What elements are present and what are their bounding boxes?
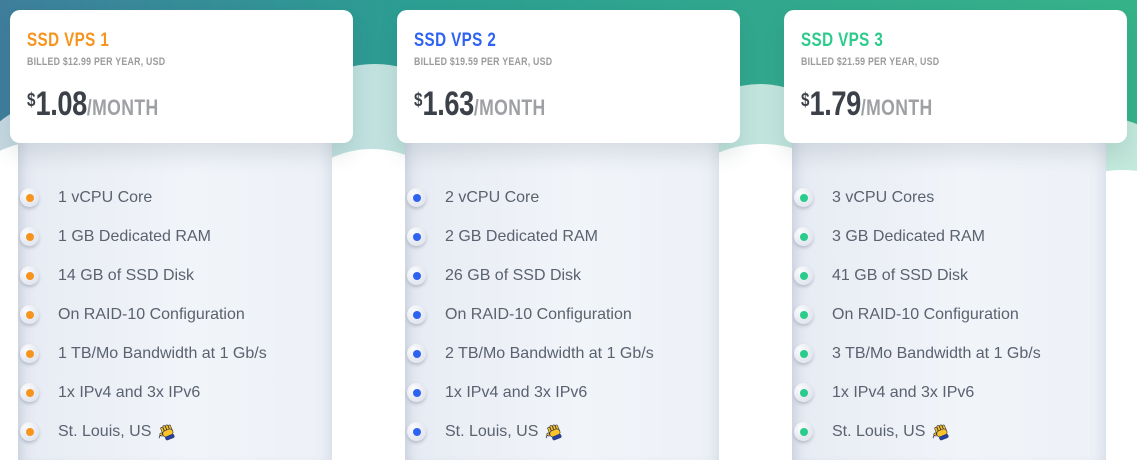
feature-row: 1 TB/Mo Bandwidth at 1 Gb/s: [20, 334, 332, 373]
feature-text: 3 TB/Mo Bandwidth at 1 Gb/s: [832, 344, 1041, 362]
feature-row: 2 GB Dedicated RAM: [407, 217, 719, 256]
plan-name: SSD VPS 2: [414, 30, 497, 51]
feature-row: 26 GB of SSD Disk: [407, 256, 719, 295]
bullet-icon: [794, 188, 813, 207]
feature-text: On RAID-10 Configuration: [445, 305, 632, 323]
bullet-icon: [794, 305, 813, 324]
bullet-icon: [794, 383, 813, 402]
feature-row: On RAID-10 Configuration: [407, 295, 719, 334]
bullet-icon: [20, 344, 39, 363]
feature-text: 3 GB Dedicated RAM: [832, 227, 985, 245]
price-amount: 1.63: [422, 84, 474, 123]
feature-text: 1x IPv4 and 3x IPv6: [832, 383, 975, 401]
plan-card-ssd-vps-2[interactable]: SSD VPS 2 BILLED $19.59 PER YEAR, USD $1…: [397, 10, 740, 143]
bullet-icon: [407, 305, 426, 324]
price-amount: 1.79: [809, 84, 861, 123]
feature-list: 2 vCPU Core 2 GB Dedicated RAM 26 GB of …: [405, 140, 719, 451]
bullet-icon: [407, 422, 426, 441]
currency-symbol: $: [801, 89, 810, 111]
feature-text: 1 TB/Mo Bandwidth at 1 Gb/s: [58, 344, 267, 362]
feature-row: 3 TB/Mo Bandwidth at 1 Gb/s: [794, 334, 1106, 373]
bullet-icon: [794, 266, 813, 285]
feature-row: 3 GB Dedicated RAM: [794, 217, 1106, 256]
feature-row: 1 GB Dedicated RAM: [20, 217, 332, 256]
feature-row: 1x IPv4 and 3x IPv6: [794, 373, 1106, 412]
bullet-icon: [794, 227, 813, 246]
price-period: /MONTH: [860, 94, 933, 120]
bullet-icon: [407, 188, 426, 207]
feature-text: 26 GB of SSD Disk: [445, 266, 582, 284]
price-period: /MONTH: [86, 94, 159, 120]
feature-row: 1 vCPU Core: [20, 178, 332, 217]
plan-card-ssd-vps-3[interactable]: SSD VPS 3 BILLED $21.59 PER YEAR, USD $1…: [784, 10, 1127, 143]
bullet-icon: [407, 383, 426, 402]
feature-row: 2 vCPU Core: [407, 178, 719, 217]
location-text: St. Louis, US: [58, 422, 152, 440]
plan-column-ssd-vps-3: SSD VPS 3 BILLED $21.59 PER YEAR, USD $1…: [784, 0, 1127, 460]
billed-label: BILLED $19.59 PER YEAR, USD: [414, 55, 553, 68]
billed-label: BILLED $12.99 PER YEAR, USD: [27, 55, 166, 68]
feature-row-location: St. Louis, US: [794, 412, 1106, 451]
feature-panel: 1 vCPU Core 1 GB Dedicated RAM 14 GB of …: [18, 140, 332, 460]
bullet-icon: [407, 266, 426, 285]
waving-hand-icon: [546, 424, 562, 441]
price-amount: 1.08: [35, 84, 87, 123]
plan-column-ssd-vps-2: SSD VPS 2 BILLED $19.59 PER YEAR, USD $1…: [397, 0, 740, 460]
feature-text: 2 GB Dedicated RAM: [445, 227, 598, 245]
bullet-icon: [20, 188, 39, 207]
waving-hand-icon: [159, 424, 175, 441]
bullet-icon: [407, 344, 426, 363]
currency-symbol: $: [27, 89, 36, 111]
feature-row: On RAID-10 Configuration: [20, 295, 332, 334]
currency-symbol: $: [414, 89, 423, 111]
feature-text: 41 GB of SSD Disk: [832, 266, 969, 284]
feature-row: 1x IPv4 and 3x IPv6: [407, 373, 719, 412]
feature-panel: 2 vCPU Core 2 GB Dedicated RAM 26 GB of …: [405, 140, 719, 460]
feature-text: 1 GB Dedicated RAM: [58, 227, 211, 245]
price-period: /MONTH: [473, 94, 546, 120]
feature-list: 3 vCPU Cores 3 GB Dedicated RAM 41 GB of…: [792, 140, 1106, 451]
feature-row: On RAID-10 Configuration: [794, 295, 1106, 334]
bullet-icon: [20, 227, 39, 246]
plan-card-ssd-vps-1[interactable]: SSD VPS 1 BILLED $12.99 PER YEAR, USD $1…: [10, 10, 353, 143]
feature-row: 1x IPv4 and 3x IPv6: [20, 373, 332, 412]
feature-text: 1x IPv4 and 3x IPv6: [58, 383, 201, 401]
feature-panel: 3 vCPU Cores 3 GB Dedicated RAM 41 GB of…: [792, 140, 1106, 460]
feature-text: 14 GB of SSD Disk: [58, 266, 195, 284]
feature-text: On RAID-10 Configuration: [58, 305, 245, 323]
bullet-icon: [407, 227, 426, 246]
bullet-icon: [20, 422, 39, 441]
plan-name: SSD VPS 1: [27, 30, 110, 51]
feature-text: 1x IPv4 and 3x IPv6: [445, 383, 588, 401]
feature-text: On RAID-10 Configuration: [832, 305, 1019, 323]
bullet-icon: [20, 305, 39, 324]
feature-list: 1 vCPU Core 1 GB Dedicated RAM 14 GB of …: [18, 140, 332, 451]
bullet-icon: [20, 266, 39, 285]
location-text: St. Louis, US: [832, 422, 926, 440]
bullet-icon: [20, 383, 39, 402]
feature-text: 2 TB/Mo Bandwidth at 1 Gb/s: [445, 344, 654, 362]
feature-row: 14 GB of SSD Disk: [20, 256, 332, 295]
billed-label: BILLED $21.59 PER YEAR, USD: [801, 55, 940, 68]
feature-row-location: St. Louis, US: [407, 412, 719, 451]
feature-row: 2 TB/Mo Bandwidth at 1 Gb/s: [407, 334, 719, 373]
feature-row: 3 vCPU Cores: [794, 178, 1106, 217]
feature-row: 41 GB of SSD Disk: [794, 256, 1106, 295]
plan-column-ssd-vps-1: SSD VPS 1 BILLED $12.99 PER YEAR, USD $1…: [10, 0, 353, 460]
plan-name: SSD VPS 3: [801, 30, 884, 51]
bullet-icon: [794, 422, 813, 441]
feature-row-location: St. Louis, US: [20, 412, 332, 451]
feature-text: 3 vCPU Cores: [832, 188, 935, 206]
waving-hand-icon: [933, 424, 949, 441]
feature-text: 2 vCPU Core: [445, 188, 540, 206]
feature-text: 1 vCPU Core: [58, 188, 153, 206]
bullet-icon: [794, 344, 813, 363]
location-text: St. Louis, US: [445, 422, 539, 440]
